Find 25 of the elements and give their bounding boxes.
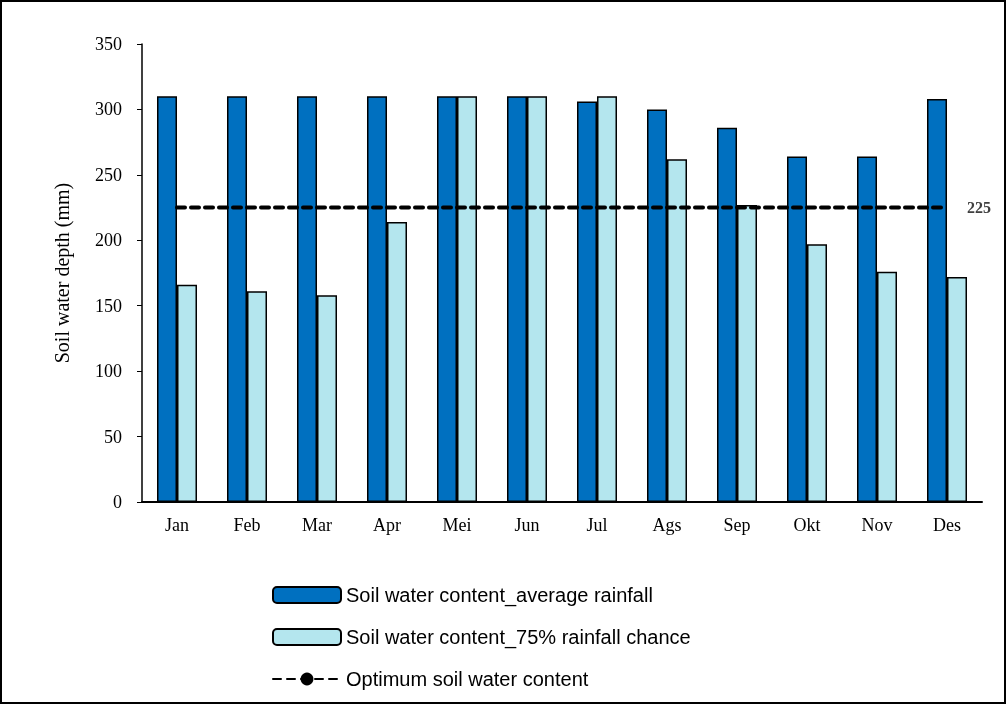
y-tick-label: 50 [104,426,122,447]
x-tick-label: Apr [373,515,401,535]
y-tick-label: 250 [95,164,122,185]
data-label: 225 [967,199,991,217]
x-tick-label: Jan [165,515,189,535]
x-tick-label: Mei [442,515,472,535]
legend-label: Optimum soil water content [346,668,589,690]
y-tick-label: 100 [95,361,122,382]
y-tick-label: 300 [95,99,122,120]
x-tick-label: Jul [586,515,608,535]
x-tick-label: Okt [793,515,821,535]
y-tick-label: 350 [95,34,122,54]
y-tick-label: 0 [113,492,122,512]
legend-label: Soil water content_average rainfall [346,584,653,607]
x-tick-label: Mar [302,515,332,535]
x-tick-label: Ags [652,515,682,535]
x-tick-label: Jun [514,515,540,535]
x-tick-label: Sep [723,515,751,535]
y-axis-title: Soil water depth (mm) [51,182,74,364]
x-tick-label: Nov [861,515,893,535]
x-tick-label: Feb [233,515,261,535]
y-tick-label: 150 [95,295,122,316]
legend-label: Soil water content_75% rainfall chance [346,626,691,649]
x-tick-label: Des [933,515,961,535]
y-tick-label: 200 [95,230,122,251]
